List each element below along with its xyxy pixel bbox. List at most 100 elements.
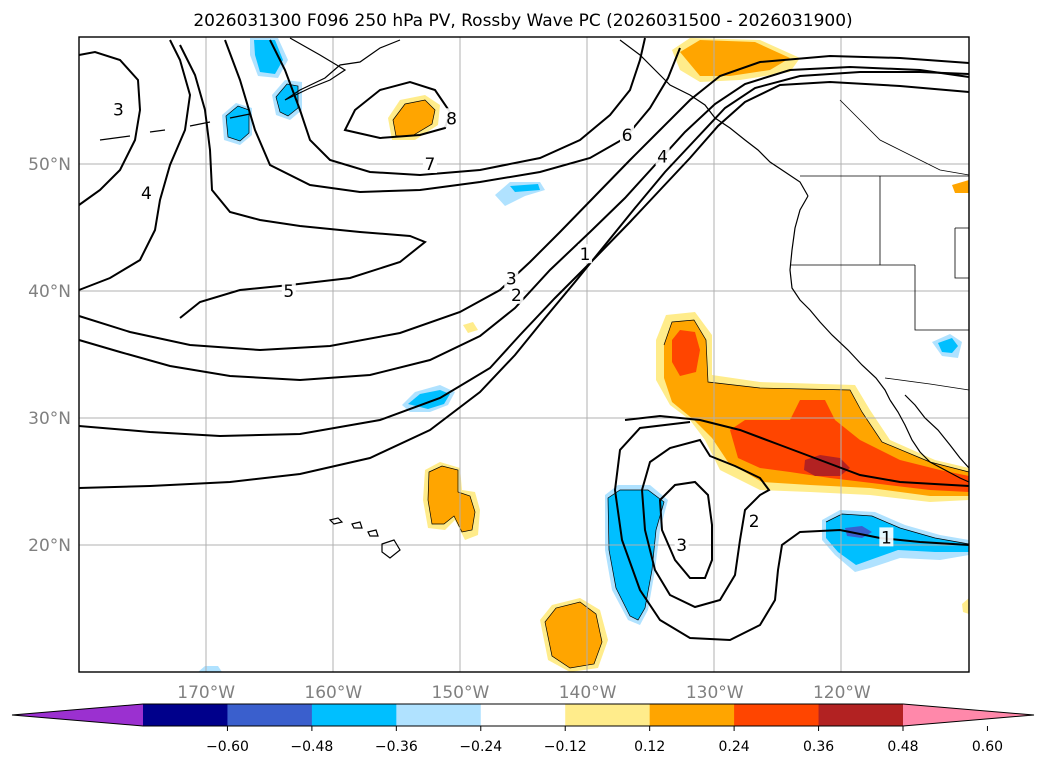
shading-outline: [275, 83, 299, 117]
contour-label-bg: [111, 99, 126, 119]
pv-contour-4-west: [78, 50, 142, 206]
colorbar-outline: [11, 703, 1035, 727]
longitude-labels: 170°W 160°W 150°W 140°W 130°W 120°W: [177, 683, 871, 703]
shading-negative-patch: [730, 400, 969, 492]
contour-label-bg: [619, 124, 634, 144]
pv-contour-5: [179, 44, 427, 319]
coastline-alaska: [284, 37, 401, 101]
shading-outline: [544, 601, 603, 669]
border-us-mexico: [884, 377, 970, 391]
shading-outline: [825, 513, 970, 545]
pv-contour-low-4: [658, 480, 713, 579]
shading-negative-patch: [510, 184, 540, 192]
pv-contour-3: [78, 65, 970, 382]
shading-outline: [607, 489, 665, 621]
colorbar-tick-label: −0.60: [206, 739, 249, 755]
shading-negative-patch: [672, 330, 700, 376]
colorbar-segment: [311, 704, 397, 726]
contour-label-bg: [444, 108, 459, 128]
contour-label-bg: [509, 284, 524, 304]
plot-frame: [78, 36, 970, 673]
colorbar-segment: [649, 704, 735, 726]
coastline-aleutians: [99, 113, 251, 141]
contour-label: 1: [580, 245, 591, 265]
shading-outline: [225, 105, 250, 142]
contour-label-bg: [281, 281, 296, 300]
plot-background: [79, 37, 969, 672]
colorbar-tick-label: 0.24: [719, 739, 750, 755]
lon-tick-label: 160°W: [304, 683, 362, 703]
shading-negative-patch: [408, 390, 450, 409]
contour-label-bg: [879, 527, 894, 547]
shading-negative-patch: [608, 490, 664, 620]
pv-contour-low-1: [624, 414, 970, 487]
shading-positive-patch: [463, 322, 478, 333]
colorbar-extend-high: [903, 704, 1034, 726]
contour-label: 2: [749, 512, 760, 532]
contour-label: 1: [881, 528, 892, 548]
shading-layer: [198, 38, 969, 672]
contour-label: 5: [283, 282, 294, 302]
contour-label: 3: [506, 269, 517, 289]
pv-contour-3b: [78, 54, 970, 352]
contour-label: 8: [446, 109, 457, 129]
contour-label-bg: [578, 244, 593, 264]
colorbar-labels: −0.60 −0.48 −0.36 −0.24 −0.12 0.12 0.24 0.36 0.4…: [206, 726, 1003, 755]
shading-negative-patch: [938, 338, 958, 353]
shading-positive-patch: [680, 40, 790, 76]
shading-positive-patch: [952, 180, 969, 193]
colorbar-extend-low: [12, 704, 143, 726]
colorbar: [11, 703, 1035, 727]
contour-label-bg: [655, 146, 670, 166]
contour-label-bg: [747, 510, 762, 530]
colorbar-tick-label: 0.12: [634, 739, 665, 755]
colorbar-tick-label: 0.48: [887, 739, 918, 755]
contour-label: 3: [113, 100, 124, 120]
latitude-labels: 20°N 30°N 40°N 50°N: [28, 155, 71, 556]
lon-tick-label: 120°W: [813, 683, 871, 703]
lon-tick-label: 140°W: [559, 683, 617, 703]
colorbar-segment: [227, 704, 313, 726]
lon-tick-label: 130°W: [686, 683, 744, 703]
shading-outline: [663, 319, 970, 473]
colorbar-tick-label: −0.36: [375, 739, 418, 755]
coastline-baja: [889, 399, 970, 483]
colorbar-tick-label: 0.60: [972, 739, 1003, 755]
coastline-us-west: [789, 195, 891, 401]
hawaii-island-2: [351, 521, 363, 529]
contour-label: 7: [425, 155, 436, 175]
contour-label: 3: [676, 536, 687, 556]
pv-contour-2: [78, 80, 970, 438]
border-state-1: [790, 176, 969, 331]
shading-outlines: [225, 83, 970, 669]
pv-contour-6: [269, 37, 646, 177]
shading-positive-patch: [428, 466, 475, 532]
contour-label: 4: [657, 147, 668, 167]
colorbar-tick-label: −0.12: [544, 739, 587, 755]
lon-tick-label: 150°W: [432, 683, 490, 703]
lat-tick-label: 50°N: [28, 155, 71, 175]
figure-title: 2026031300 F096 250 hPa PV, Rossby Wave …: [193, 11, 852, 31]
pv-contour-low-2: [613, 421, 970, 642]
pv-contour-low-3: [640, 438, 771, 609]
contour-label-bg: [139, 183, 154, 203]
pv-contour-8: [343, 80, 452, 140]
contour-label-bg: [674, 535, 689, 554]
colorbar-tick-label: 0.36: [803, 739, 834, 755]
colorbar-segment: [818, 704, 904, 726]
lat-tick-label: 40°N: [28, 282, 71, 302]
shading-positive-patch: [962, 598, 969, 614]
contour-label-bg: [504, 268, 519, 288]
gridlines: [79, 37, 969, 672]
shading-positive-patch: [545, 602, 602, 668]
hawaii-island-1: [328, 517, 344, 525]
pv-contours: [78, 37, 970, 642]
border-alaska-canada: [839, 99, 970, 176]
colorbar-tick-label: −0.48: [290, 739, 333, 755]
colorbar-tick-label: −0.24: [459, 739, 502, 755]
contour-label-bg: [422, 154, 437, 173]
